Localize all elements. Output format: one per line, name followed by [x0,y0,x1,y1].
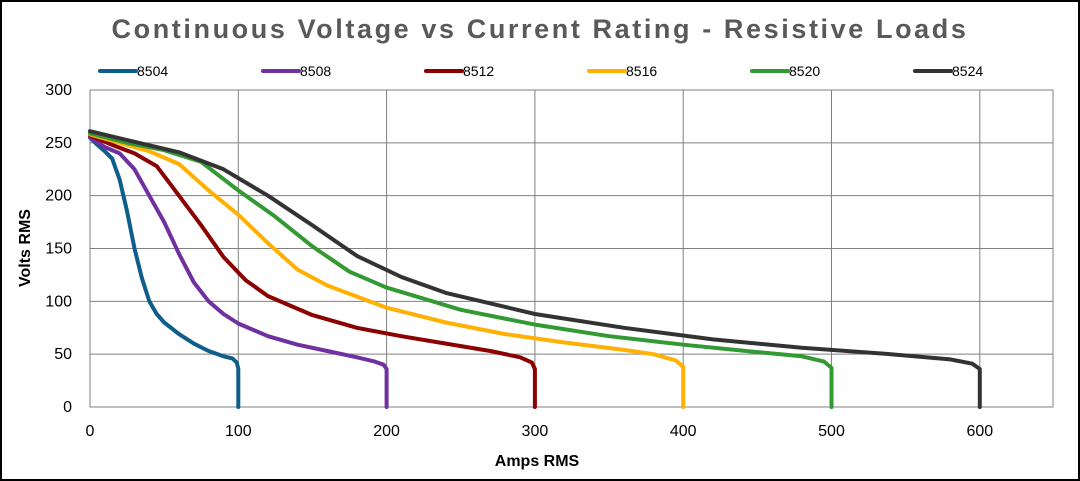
series-line-8524 [88,129,982,409]
y-tick-label: 250 [45,135,72,152]
y-axis-label: Volts RMS [17,209,34,287]
y-tick-label: 200 [45,188,72,205]
y-tick-label: 0 [63,399,72,416]
y-tick-label: 100 [45,293,72,310]
x-tick-label: 100 [225,423,252,440]
y-tick-label: 150 [45,241,72,258]
x-tick-label: 0 [86,423,95,440]
y-tick-labels: 0 50 100 150 200 250 300 [45,82,72,416]
chart-title: Continuous Voltage vs Current Rating - R… [111,14,969,44]
x-tick-label: 500 [818,423,845,440]
x-axis-label: Amps RMS [495,453,580,470]
legend-label-8516: 8516 [626,63,657,79]
series-line-8512 [88,133,537,409]
y-tick-label: 300 [45,82,72,99]
x-tick-label: 600 [966,423,993,440]
series-line-8504 [88,135,241,409]
legend-label-8524: 8524 [952,63,983,79]
legend-label-8504: 8504 [137,63,168,79]
legend-label-8512: 8512 [463,63,494,79]
x-tick-label: 200 [373,423,400,440]
gridlines [90,90,1053,407]
x-tick-labels: 0 100 200 300 400 500 600 [86,423,994,440]
legend: 8504 8508 8512 8516 8520 8524 [98,63,983,79]
series-line-8508 [88,135,389,409]
series-lines [88,129,982,409]
y-tick-label: 50 [54,346,72,363]
series-line-8520 [88,131,834,409]
x-tick-label: 400 [670,423,697,440]
series-line-8516 [88,132,686,409]
plot-area-border [89,89,1054,408]
legend-label-8520: 8520 [789,63,820,79]
x-tick-label: 300 [522,423,549,440]
legend-label-8508: 8508 [300,63,331,79]
